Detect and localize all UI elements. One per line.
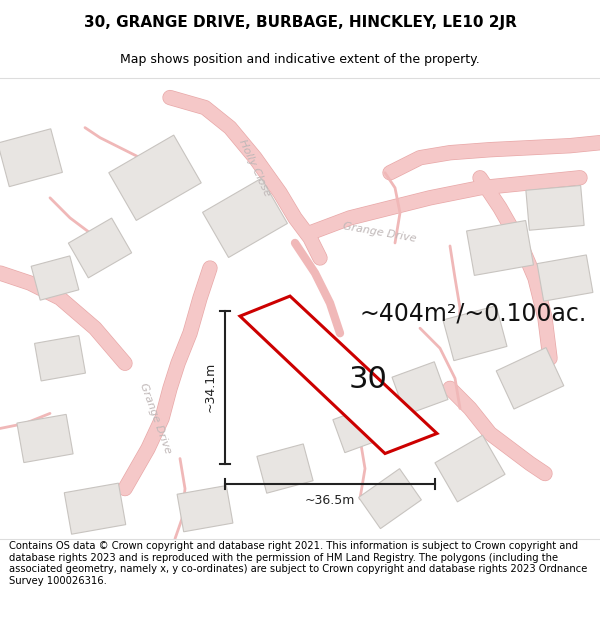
Polygon shape: [68, 218, 131, 278]
Text: Grange Drive: Grange Drive: [137, 382, 172, 455]
Polygon shape: [17, 414, 73, 462]
Text: Grange Drive: Grange Drive: [343, 221, 418, 244]
Polygon shape: [435, 435, 505, 502]
Text: Contains OS data © Crown copyright and database right 2021. This information is : Contains OS data © Crown copyright and d…: [9, 541, 587, 586]
Text: 30, GRANGE DRIVE, BURBAGE, HINCKLEY, LE10 2JR: 30, GRANGE DRIVE, BURBAGE, HINCKLEY, LE1…: [83, 16, 517, 31]
Polygon shape: [203, 178, 287, 258]
Text: ~36.5m: ~36.5m: [305, 494, 355, 507]
Polygon shape: [35, 336, 85, 381]
Polygon shape: [359, 469, 421, 529]
Polygon shape: [496, 348, 564, 409]
Polygon shape: [392, 362, 448, 415]
Polygon shape: [109, 135, 201, 221]
Text: Holly Close: Holly Close: [238, 138, 272, 198]
Polygon shape: [240, 296, 437, 454]
Text: ~404m²/~0.100ac.: ~404m²/~0.100ac.: [360, 301, 587, 325]
Polygon shape: [64, 483, 126, 534]
Text: Map shows position and indicative extent of the property.: Map shows position and indicative extent…: [120, 52, 480, 66]
Polygon shape: [443, 306, 507, 361]
Polygon shape: [537, 255, 593, 301]
Polygon shape: [257, 444, 313, 493]
Polygon shape: [333, 404, 387, 452]
Polygon shape: [31, 256, 79, 300]
Text: 30: 30: [349, 366, 388, 394]
Polygon shape: [0, 129, 62, 187]
Polygon shape: [467, 221, 533, 276]
Polygon shape: [526, 186, 584, 230]
Text: ~34.1m: ~34.1m: [204, 362, 217, 413]
Polygon shape: [177, 486, 233, 532]
